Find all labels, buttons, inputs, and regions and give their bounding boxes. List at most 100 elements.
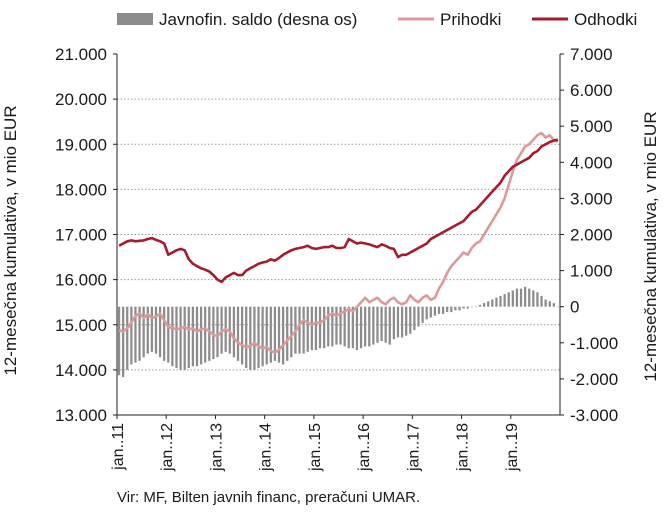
legend-item-saldo: Javnofin. saldo (desna os) (117, 10, 357, 29)
y-axis-title-left: 12-mesečna kumulativa, v mio EUR (1, 105, 20, 375)
saldo-bar (380, 306, 383, 341)
saldo-bar (532, 290, 535, 307)
saldo-bar (240, 306, 244, 365)
y-tick-label-right: 6.000 (570, 81, 613, 100)
saldo-bar (478, 304, 482, 307)
saldo-bar (331, 306, 334, 347)
y-tick-label-right: 1.000 (570, 262, 613, 281)
legend-item-prihodki: Prihodki (398, 10, 501, 29)
y-tick-label-left: 19.000 (55, 135, 107, 154)
saldo-bar (384, 306, 387, 343)
saldo-bar (158, 306, 162, 358)
saldo-bar (413, 306, 416, 331)
saldo-bar (310, 306, 313, 351)
saldo-bar (187, 306, 190, 369)
saldo-bar (265, 306, 268, 365)
saldo-bar (290, 306, 293, 358)
saldo-bar (216, 306, 219, 358)
saldo-bar (491, 299, 494, 307)
x-tick-label: jan..11 (110, 423, 127, 471)
saldo-bar (269, 306, 272, 363)
odhodki-line (118, 138, 559, 284)
saldo-bar (487, 301, 490, 307)
saldo-bar (130, 306, 133, 365)
y-tick-label-right: 7.000 (570, 45, 613, 64)
y-tick-label-left: 17.000 (55, 226, 107, 245)
saldo-bar (495, 297, 498, 307)
saldo-bar (339, 306, 342, 345)
x-tick-label: jan..12 (159, 423, 176, 472)
saldo-bar (318, 306, 322, 349)
y-tick-label-left: 21.000 (55, 45, 107, 64)
saldo-bar (175, 306, 178, 369)
saldo-bar (462, 306, 465, 309)
saldo-bar (286, 306, 289, 361)
saldo-bar (122, 306, 125, 378)
saldo-bar (429, 306, 432, 318)
saldo-bar (138, 306, 141, 361)
saldo-bar (544, 299, 547, 307)
x-tick-label: jan..13 (208, 423, 225, 472)
saldo-bar (441, 306, 445, 314)
saldo-bar (400, 306, 404, 338)
saldo-bar (552, 303, 555, 307)
saldo-bar (163, 306, 166, 361)
saldo-bar (458, 306, 461, 311)
y-tick-label-right: 0 (570, 298, 579, 317)
saldo-bar (364, 306, 367, 347)
saldo-bar (524, 286, 527, 307)
saldo-bar (376, 306, 379, 343)
saldo-bar (351, 306, 354, 349)
saldo-bar (515, 288, 519, 307)
x-tick-label: jan..18 (455, 423, 472, 472)
saldo-bar (454, 306, 457, 311)
saldo-bar (126, 306, 129, 370)
saldo-bar (482, 303, 486, 307)
saldo-bar (503, 294, 506, 307)
saldo-bar (150, 306, 153, 352)
saldo-bar (372, 306, 375, 345)
y-tick-label-right: -2.000 (570, 370, 618, 389)
y-axis-title-right: 12-mesečna kumulativa, v mio EUR (641, 111, 660, 381)
saldo-bar (191, 306, 195, 367)
saldo-bar (536, 292, 539, 307)
saldo-bar (195, 306, 199, 367)
saldo-bar (405, 306, 408, 336)
saldo-bar (409, 306, 412, 334)
saldo-bar (446, 306, 449, 313)
saldo-bar (466, 306, 469, 309)
source-note: Vir: MF, Bilten javnih financ, preračuni… (117, 489, 421, 506)
saldo-bar (261, 306, 264, 367)
legend-label: Prihodki (440, 10, 501, 29)
y-tick-label-left: 15.000 (55, 316, 107, 335)
saldo-bar (388, 306, 391, 345)
saldo-bar (421, 306, 424, 323)
saldo-bar (499, 295, 502, 307)
x-tick-label: jan..15 (307, 423, 324, 472)
saldo-bar (171, 306, 174, 367)
saldo-bar (470, 306, 473, 308)
gridlines (117, 98, 560, 371)
saldo-bar (327, 306, 330, 347)
saldo-bar (425, 306, 428, 320)
saldo-bar (433, 306, 437, 316)
saldo-bar (359, 306, 363, 349)
y-tick-label-right: 5.000 (570, 117, 613, 136)
saldo-bar (232, 306, 236, 358)
saldo-bar (437, 306, 441, 314)
y-ticks-left: 13.000 14.000 15.000 16.000 17.000 18.000 19.0… (55, 45, 117, 425)
legend-label: Odhodki (574, 10, 637, 29)
saldo-bar (302, 306, 305, 354)
y-tick-label-left: 20.000 (55, 90, 107, 109)
saldo-bar (355, 306, 359, 351)
saldo-bar (450, 306, 453, 313)
saldo-bar (417, 306, 420, 327)
saldo-bar (507, 292, 510, 307)
saldo-bar (236, 306, 240, 361)
x-tick-label: jan..14 (258, 423, 275, 472)
legend-swatch (117, 13, 153, 25)
legend-item-odhodki: Odhodki (532, 10, 637, 29)
saldo-bar (548, 301, 551, 307)
y-tick-label-right: -1.000 (570, 334, 618, 353)
